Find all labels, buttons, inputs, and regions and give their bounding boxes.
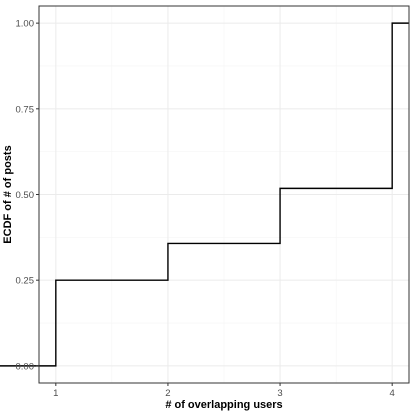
x-tick-label: 2 <box>165 388 170 399</box>
y-tick-label: 1.00 <box>16 19 35 30</box>
axis-ticks: 0.00 0.25 0.50 0.75 1.00 1 2 3 4 <box>16 19 395 399</box>
y-tick-label: 0.25 <box>16 276 35 287</box>
y-tick-label: 0.75 <box>16 104 35 115</box>
grid-lines <box>39 6 409 383</box>
x-axis-title: # of overlapping users <box>165 399 282 411</box>
y-tick-label: 0.50 <box>16 190 35 201</box>
y-axis-title: ECDF of # of posts <box>2 145 14 243</box>
x-tick-label: 1 <box>53 388 58 399</box>
x-tick-label: 3 <box>277 388 282 399</box>
ecdf-step-line <box>0 22 409 367</box>
y-tick-label: 0.00 <box>16 361 35 372</box>
x-tick-label: 4 <box>390 388 395 399</box>
